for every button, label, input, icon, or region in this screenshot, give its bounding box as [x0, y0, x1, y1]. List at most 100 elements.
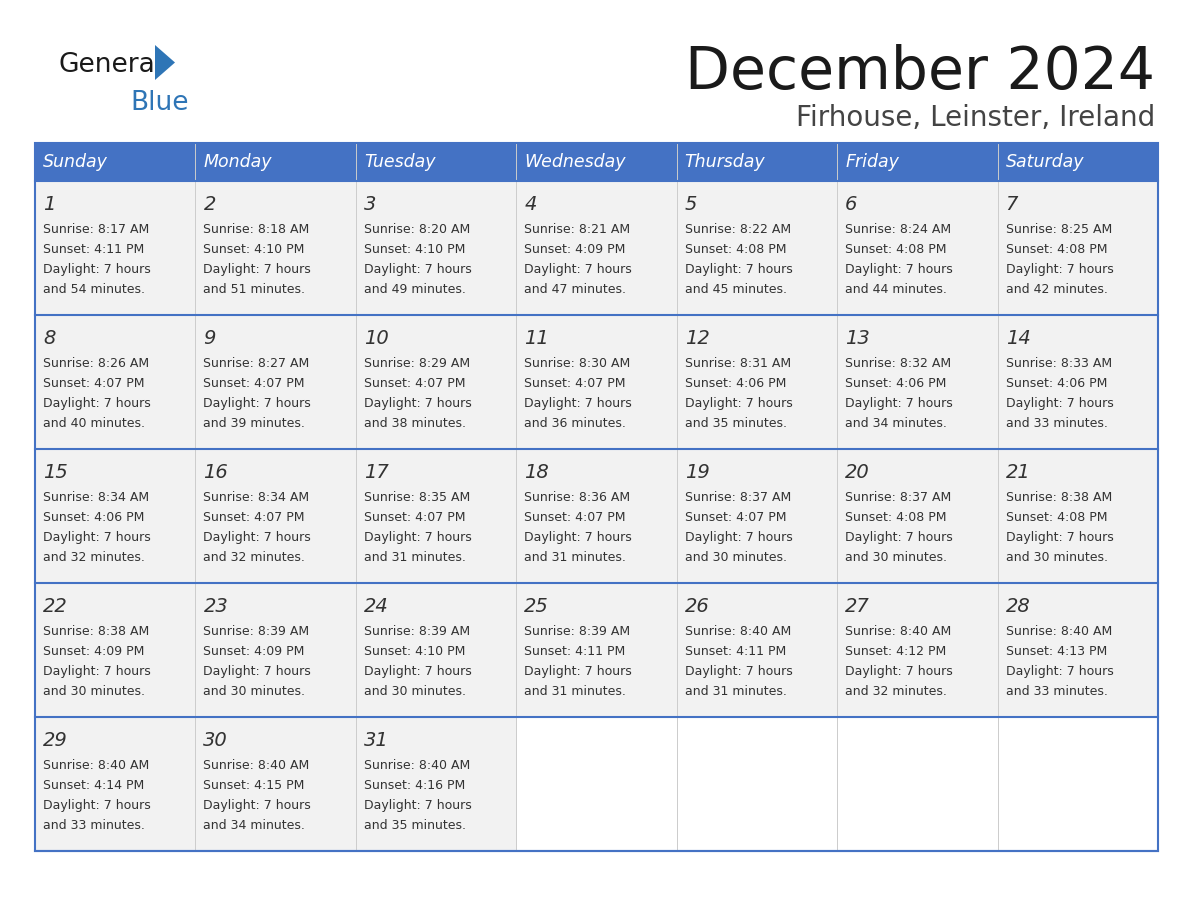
Text: Firhouse, Leinster, Ireland: Firhouse, Leinster, Ireland — [796, 104, 1155, 132]
Text: Daylight: 7 hours: Daylight: 7 hours — [364, 263, 472, 276]
Text: and 44 minutes.: and 44 minutes. — [845, 283, 947, 296]
Text: Daylight: 7 hours: Daylight: 7 hours — [524, 263, 632, 276]
Text: 7: 7 — [1005, 195, 1018, 214]
Text: Sunrise: 8:25 AM: Sunrise: 8:25 AM — [1005, 223, 1112, 236]
Text: Daylight: 7 hours: Daylight: 7 hours — [364, 799, 472, 812]
Text: Sunrise: 8:35 AM: Sunrise: 8:35 AM — [364, 491, 470, 504]
Text: 16: 16 — [203, 463, 228, 482]
Text: 27: 27 — [845, 597, 870, 616]
Text: Daylight: 7 hours: Daylight: 7 hours — [43, 263, 151, 276]
Text: Thursday: Thursday — [684, 153, 765, 171]
Text: Tuesday: Tuesday — [364, 153, 435, 171]
Text: 11: 11 — [524, 329, 549, 348]
Text: Daylight: 7 hours: Daylight: 7 hours — [524, 531, 632, 544]
Text: Daylight: 7 hours: Daylight: 7 hours — [203, 263, 311, 276]
Text: Daylight: 7 hours: Daylight: 7 hours — [364, 665, 472, 678]
Text: General: General — [58, 52, 162, 78]
Text: 14: 14 — [1005, 329, 1030, 348]
Text: and 39 minutes.: and 39 minutes. — [203, 417, 305, 430]
Text: Daylight: 7 hours: Daylight: 7 hours — [684, 263, 792, 276]
Bar — [34, 181, 1158, 851]
Text: 30: 30 — [203, 731, 228, 750]
Text: Sunset: 4:06 PM: Sunset: 4:06 PM — [845, 377, 947, 390]
Text: Daylight: 7 hours: Daylight: 7 hours — [845, 665, 953, 678]
Text: 6: 6 — [845, 195, 858, 214]
Text: Daylight: 7 hours: Daylight: 7 hours — [43, 665, 151, 678]
Text: 12: 12 — [684, 329, 709, 348]
Text: and 33 minutes.: and 33 minutes. — [1005, 417, 1107, 430]
Text: 13: 13 — [845, 329, 870, 348]
Text: Sunrise: 8:40 AM: Sunrise: 8:40 AM — [43, 759, 150, 772]
Text: and 31 minutes.: and 31 minutes. — [684, 685, 786, 698]
Text: and 35 minutes.: and 35 minutes. — [684, 417, 786, 430]
Text: Sunrise: 8:20 AM: Sunrise: 8:20 AM — [364, 223, 470, 236]
Bar — [517, 717, 677, 851]
Text: Sunrise: 8:33 AM: Sunrise: 8:33 AM — [1005, 357, 1112, 370]
Text: Sunset: 4:14 PM: Sunset: 4:14 PM — [43, 779, 144, 792]
Text: Sunset: 4:08 PM: Sunset: 4:08 PM — [845, 243, 947, 256]
Text: Monday: Monday — [203, 153, 272, 171]
Text: Sunrise: 8:40 AM: Sunrise: 8:40 AM — [845, 625, 952, 638]
Text: Sunrise: 8:17 AM: Sunrise: 8:17 AM — [43, 223, 150, 236]
Text: 15: 15 — [43, 463, 68, 482]
Bar — [838, 717, 998, 851]
Text: and 30 minutes.: and 30 minutes. — [364, 685, 466, 698]
Text: Sunset: 4:08 PM: Sunset: 4:08 PM — [1005, 243, 1107, 256]
Text: and 30 minutes.: and 30 minutes. — [43, 685, 145, 698]
Text: and 30 minutes.: and 30 minutes. — [684, 551, 786, 564]
Text: Sunrise: 8:26 AM: Sunrise: 8:26 AM — [43, 357, 150, 370]
Text: Sunset: 4:11 PM: Sunset: 4:11 PM — [43, 243, 144, 256]
Text: Sunset: 4:07 PM: Sunset: 4:07 PM — [684, 511, 786, 524]
Text: Daylight: 7 hours: Daylight: 7 hours — [43, 531, 151, 544]
Text: Sunset: 4:07 PM: Sunset: 4:07 PM — [364, 377, 466, 390]
Text: Sunset: 4:07 PM: Sunset: 4:07 PM — [203, 511, 305, 524]
Text: Sunset: 4:09 PM: Sunset: 4:09 PM — [43, 645, 145, 658]
Text: Sunset: 4:08 PM: Sunset: 4:08 PM — [845, 511, 947, 524]
Text: Sunset: 4:06 PM: Sunset: 4:06 PM — [1005, 377, 1107, 390]
Text: Sunrise: 8:21 AM: Sunrise: 8:21 AM — [524, 223, 631, 236]
Text: and 40 minutes.: and 40 minutes. — [43, 417, 145, 430]
Text: Sunrise: 8:39 AM: Sunrise: 8:39 AM — [203, 625, 310, 638]
Bar — [677, 717, 838, 851]
Text: Sunrise: 8:38 AM: Sunrise: 8:38 AM — [43, 625, 150, 638]
Text: Sunrise: 8:24 AM: Sunrise: 8:24 AM — [845, 223, 952, 236]
Text: Sunrise: 8:40 AM: Sunrise: 8:40 AM — [684, 625, 791, 638]
Text: Daylight: 7 hours: Daylight: 7 hours — [43, 397, 151, 410]
Bar — [34, 143, 1158, 181]
Text: and 36 minutes.: and 36 minutes. — [524, 417, 626, 430]
Text: 9: 9 — [203, 329, 216, 348]
Text: Wednesday: Wednesday — [524, 153, 626, 171]
Text: 3: 3 — [364, 195, 377, 214]
Text: and 54 minutes.: and 54 minutes. — [43, 283, 145, 296]
Text: 5: 5 — [684, 195, 697, 214]
Text: Sunrise: 8:40 AM: Sunrise: 8:40 AM — [1005, 625, 1112, 638]
Text: 29: 29 — [43, 731, 68, 750]
Text: Sunset: 4:10 PM: Sunset: 4:10 PM — [364, 645, 466, 658]
Text: Sunrise: 8:29 AM: Sunrise: 8:29 AM — [364, 357, 470, 370]
Text: 26: 26 — [684, 597, 709, 616]
Text: Daylight: 7 hours: Daylight: 7 hours — [845, 397, 953, 410]
Text: Sunset: 4:09 PM: Sunset: 4:09 PM — [524, 243, 626, 256]
Text: and 47 minutes.: and 47 minutes. — [524, 283, 626, 296]
Text: 17: 17 — [364, 463, 388, 482]
Text: 4: 4 — [524, 195, 537, 214]
Text: and 32 minutes.: and 32 minutes. — [203, 551, 305, 564]
Text: Sunrise: 8:18 AM: Sunrise: 8:18 AM — [203, 223, 310, 236]
Text: Sunset: 4:07 PM: Sunset: 4:07 PM — [43, 377, 145, 390]
Text: Sunset: 4:06 PM: Sunset: 4:06 PM — [43, 511, 145, 524]
Text: Sunset: 4:07 PM: Sunset: 4:07 PM — [364, 511, 466, 524]
Text: Daylight: 7 hours: Daylight: 7 hours — [524, 397, 632, 410]
Text: 2: 2 — [203, 195, 216, 214]
Text: Saturday: Saturday — [1005, 153, 1085, 171]
Text: and 34 minutes.: and 34 minutes. — [203, 819, 305, 832]
Text: and 38 minutes.: and 38 minutes. — [364, 417, 466, 430]
Text: and 33 minutes.: and 33 minutes. — [1005, 685, 1107, 698]
Text: and 31 minutes.: and 31 minutes. — [524, 551, 626, 564]
Text: and 45 minutes.: and 45 minutes. — [684, 283, 786, 296]
Text: Sunset: 4:16 PM: Sunset: 4:16 PM — [364, 779, 466, 792]
Text: Sunrise: 8:40 AM: Sunrise: 8:40 AM — [364, 759, 470, 772]
Text: and 32 minutes.: and 32 minutes. — [43, 551, 145, 564]
Text: Sunset: 4:15 PM: Sunset: 4:15 PM — [203, 779, 305, 792]
Text: and 33 minutes.: and 33 minutes. — [43, 819, 145, 832]
Text: Sunset: 4:11 PM: Sunset: 4:11 PM — [684, 645, 786, 658]
